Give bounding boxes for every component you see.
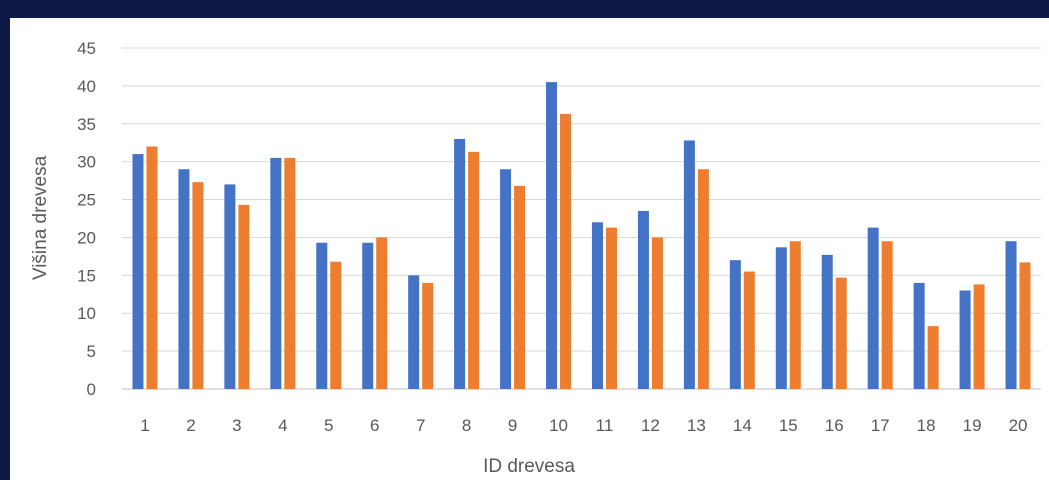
- x-tick-label: 2: [186, 416, 195, 435]
- bar-series-1: [546, 82, 558, 389]
- bar-series-2: [881, 241, 893, 389]
- bar-series-2: [146, 146, 158, 389]
- bar-series-2: [422, 282, 434, 389]
- bar-series-2: [743, 271, 755, 389]
- x-tick-label: 5: [324, 416, 333, 435]
- y-axis-title: Višina drevesa: [30, 155, 51, 280]
- bar-series-2: [192, 182, 204, 389]
- y-tick-label: 25: [77, 191, 96, 210]
- x-tick-label: 10: [549, 416, 568, 435]
- y-tick-label: 20: [77, 228, 96, 247]
- bar-series-1: [1005, 241, 1017, 389]
- x-axis-title: ID drevesa: [483, 456, 575, 477]
- bar-series-1: [683, 140, 695, 389]
- bar-series-1: [316, 242, 328, 389]
- chart-frame: 0 5 10 15 20 25 30 35 40 45 1 2 3 4 5 6 7 8 9 10 11 12 13 14 15…: [10, 18, 1049, 480]
- y-tick-label: 45: [77, 39, 96, 58]
- x-tick-label: 3: [232, 416, 241, 435]
- bar-series-2: [560, 113, 572, 389]
- x-tick-label: 19: [963, 416, 982, 435]
- bar-series-1: [821, 254, 833, 389]
- bar-series-2: [284, 157, 296, 389]
- x-tick-label: 20: [1009, 416, 1028, 435]
- x-tick-label: 9: [508, 416, 517, 435]
- bar-series-1: [500, 169, 512, 389]
- bar-series-2: [468, 151, 480, 389]
- bar-series-2: [330, 261, 342, 389]
- bar-series-1: [454, 138, 466, 389]
- bar-series-2: [605, 227, 617, 389]
- y-tick-labels: 0 5 10 15 20 25 30 35 40 45: [77, 39, 96, 399]
- bar-series-1: [362, 242, 374, 389]
- bar-series-1: [637, 210, 649, 389]
- x-tick-label: 17: [871, 416, 890, 435]
- y-tick-label: 30: [77, 153, 96, 172]
- bar-series-2: [651, 237, 663, 389]
- bar-series-2: [1019, 262, 1031, 389]
- bar-series-1: [591, 222, 603, 389]
- bar-series-1: [775, 247, 787, 389]
- bar-series-1: [132, 154, 144, 389]
- bar-series-1: [913, 282, 925, 389]
- bar-series-1: [178, 169, 190, 389]
- bar-series-1: [270, 157, 282, 389]
- x-tick-label: 7: [416, 416, 425, 435]
- bar-series-2: [697, 169, 709, 389]
- x-tick-label: 8: [462, 416, 471, 435]
- bars: [132, 82, 1031, 389]
- x-tick-label: 1: [140, 416, 149, 435]
- y-tick-label: 35: [77, 115, 96, 134]
- x-tick-label: 18: [917, 416, 936, 435]
- bar-series-2: [238, 204, 250, 389]
- x-tick-label: 4: [278, 416, 287, 435]
- bar-series-2: [514, 185, 526, 389]
- x-tick-label: 11: [596, 416, 614, 435]
- bar-series-1: [408, 275, 420, 389]
- bar-series-2: [376, 237, 388, 389]
- x-tick-label: 13: [687, 416, 706, 435]
- bar-series-1: [867, 227, 879, 389]
- x-tick-label: 16: [825, 416, 844, 435]
- x-tick-label: 14: [733, 416, 752, 435]
- y-tick-label: 40: [77, 77, 96, 96]
- x-tick-labels: 1 2 3 4 5 6 7 8 9 10 11 12 13 14 15 16 17 18 19 20: [140, 416, 1027, 435]
- bar-series-2: [973, 284, 985, 389]
- x-tick-label: 6: [370, 416, 379, 435]
- bar-series-1: [959, 290, 971, 389]
- y-tick-label: 15: [77, 266, 96, 285]
- x-tick-label: 12: [641, 416, 660, 435]
- bar-series-2: [927, 326, 939, 389]
- bar-series-1: [224, 184, 236, 389]
- gridlines: [122, 47, 1041, 390]
- bar-series-1: [729, 260, 741, 389]
- x-tick-label: 15: [779, 416, 798, 435]
- bar-series-2: [835, 277, 847, 389]
- bar-series-2: [789, 241, 801, 389]
- y-tick-label: 10: [77, 304, 96, 323]
- y-tick-label: 0: [87, 380, 96, 399]
- y-tick-label: 5: [87, 342, 96, 361]
